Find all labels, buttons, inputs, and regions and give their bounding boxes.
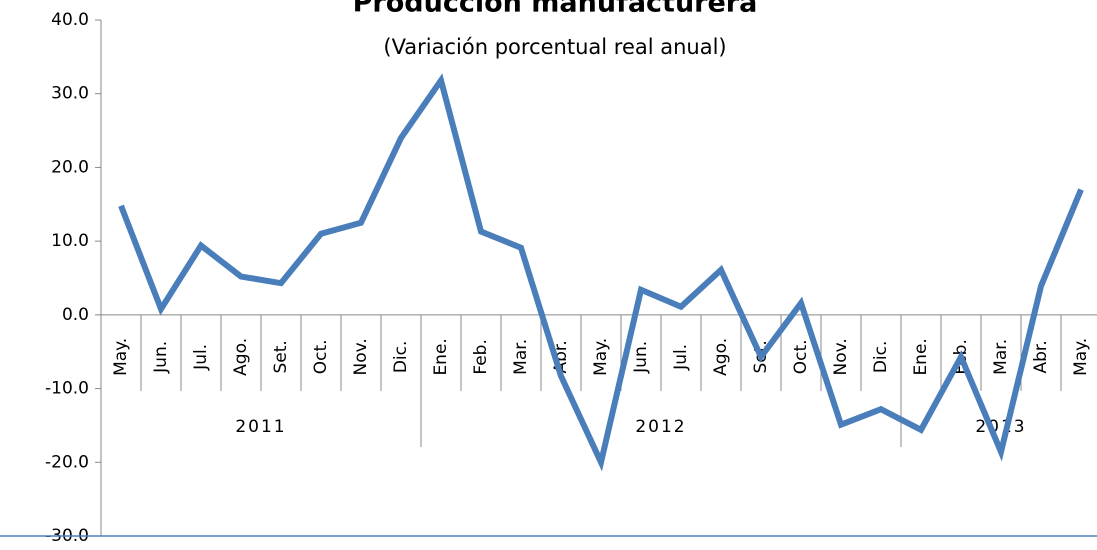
y-tick-label: 10.0 — [51, 231, 89, 251]
x-tick-label: Nov. — [831, 338, 851, 375]
x-tick-label: Ene. — [431, 338, 451, 375]
x-tick-label: Feb. — [471, 339, 491, 375]
x-tick-label: Jun. — [151, 341, 171, 374]
x-tick-label: Ago. — [231, 338, 251, 376]
y-tick-label: 0.0 — [62, 305, 89, 325]
x-tick-label: Dic. — [391, 341, 411, 374]
x-tick-label: May. — [591, 338, 611, 376]
x-tick-label: Ago. — [711, 338, 731, 376]
x-tick-label: Mar. — [991, 339, 1011, 375]
x-tick-label: Jul. — [671, 344, 691, 371]
chart-subtitle: (Variación porcentual real anual) — [383, 35, 726, 59]
x-tick-label: Oct. — [791, 339, 811, 374]
x-tick-label: Nov. — [351, 338, 371, 375]
x-tick-label: Jun. — [631, 341, 651, 374]
y-tick-label: -20.0 — [45, 452, 89, 472]
year-label: 2011 — [235, 417, 286, 437]
chart-title: Producción manufacturera — [353, 0, 758, 19]
series-line — [118, 73, 1084, 472]
x-tick-label: May. — [111, 338, 131, 376]
year-label: 2012 — [635, 417, 686, 437]
x-tick-label: Abr. — [1031, 340, 1051, 373]
y-tick-label: 40.0 — [51, 10, 89, 30]
x-tick-label: Dic. — [871, 341, 891, 374]
y-tick-label: 30.0 — [51, 84, 89, 104]
year-label: 2013 — [975, 417, 1026, 437]
x-tick-label: Set. — [271, 340, 291, 373]
x-tick-label: Ene. — [911, 338, 931, 375]
x-tick-label: Mar. — [511, 339, 531, 375]
x-tick-label: May. — [1071, 338, 1091, 376]
x-tick-label: Oct. — [311, 339, 331, 374]
y-tick-label: 20.0 — [51, 157, 89, 177]
x-tick-label: Jul. — [191, 344, 211, 371]
y-tick-label: -10.0 — [45, 379, 89, 399]
